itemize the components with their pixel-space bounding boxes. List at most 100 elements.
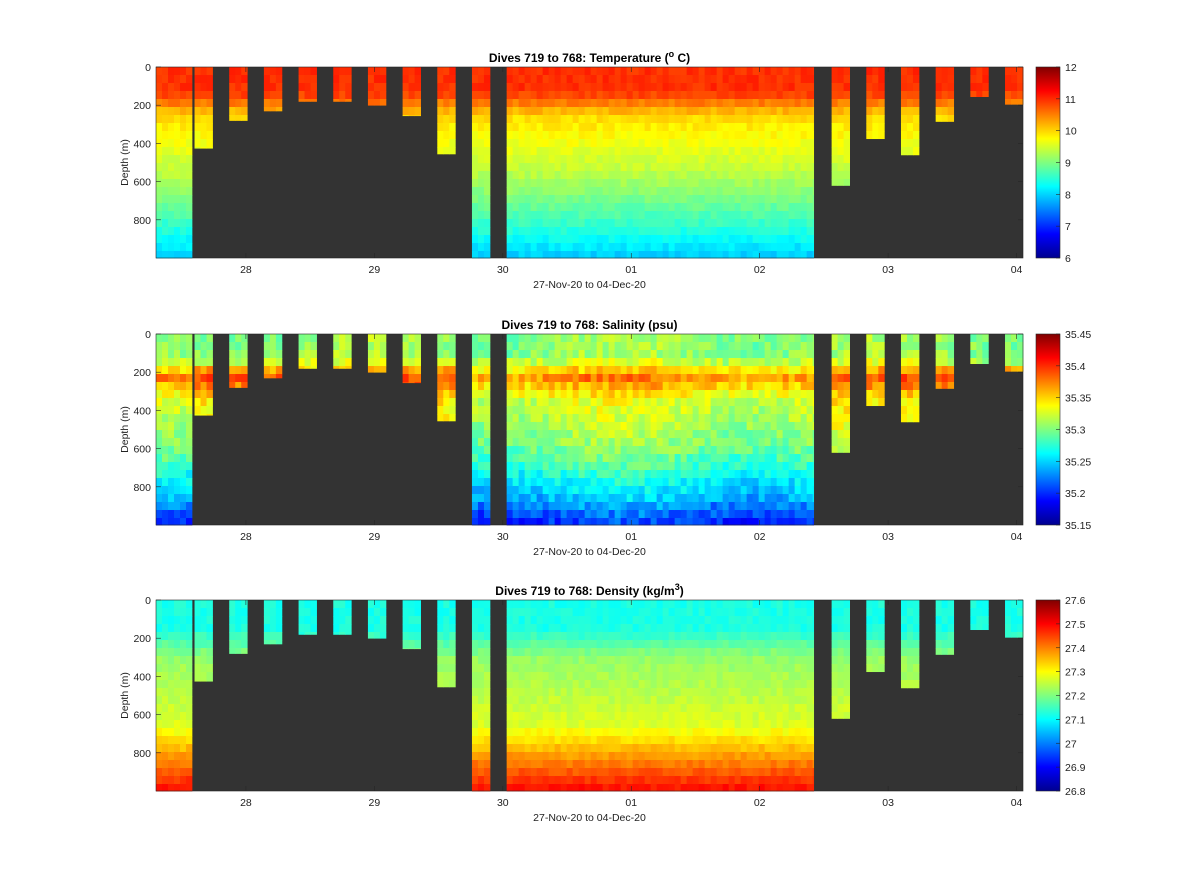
dive-profile (831, 67, 850, 186)
x-tick-label: 02 (754, 531, 766, 543)
colorbar-tick-label: 8 (1065, 189, 1071, 201)
colorbar-tick-label: 27.3 (1065, 667, 1086, 679)
colorbar-tick-label: 27.2 (1065, 691, 1086, 703)
colorbar: 35.45 35.4 35.35 35.3 35.25 35.2 35.15 (1035, 329, 1091, 532)
dive-profile (471, 600, 491, 792)
y-tick-label: 400 (133, 138, 151, 150)
dive-profile (437, 600, 456, 688)
colorbar: 27.6 27.5 27.4 27.3 27.2 27.1 27 26.9 26.8 (1035, 595, 1086, 798)
dive-profile (367, 334, 387, 373)
x-tick-label: 03 (882, 797, 894, 809)
axes-box (155, 66, 1024, 259)
colorbar-tick-label: 35.4 (1065, 361, 1086, 373)
x-tick-label: 02 (754, 264, 766, 276)
colorbar-tick-label: 10 (1065, 126, 1077, 138)
y-tick-label: 600 (133, 177, 151, 189)
dive-profile (229, 334, 248, 388)
y-tick-label: 0 (145, 329, 151, 341)
x-tick-label: 04 (1011, 797, 1023, 809)
dive-profile (935, 67, 955, 122)
dive-profile (194, 600, 213, 682)
colorbar-tick-label: 35.3 (1065, 425, 1086, 437)
dive-profile (156, 600, 193, 792)
colorbar-tick-label: 26.9 (1065, 762, 1086, 774)
dive-profile (367, 67, 387, 106)
y-tick-label: 600 (133, 710, 151, 722)
x-tick-label: 30 (497, 531, 509, 543)
y-tick-label: 0 (145, 62, 151, 74)
panel-salinity: 28 29 30 01 02 03 04 0 200 400 600 800 Dives 719 to … (119, 318, 1091, 558)
dive-profile (333, 334, 352, 369)
dive-profile (471, 334, 491, 526)
x-axis-label: 27-Nov-20 to 04-Dec-20 (533, 546, 646, 558)
panel-density: 28 29 30 01 02 03 04 0 200 400 600 800 Dives 719 to … (119, 582, 1086, 824)
dive-profile (298, 334, 317, 369)
dive-profile (402, 600, 421, 650)
x-tick-label: 30 (497, 264, 509, 276)
y-tick-label: 600 (133, 444, 151, 456)
dive-profile (437, 334, 456, 422)
x-tick-label: 01 (625, 531, 637, 543)
colorbar-tick-label: 6 (1065, 253, 1071, 265)
x-axis-label: 27-Nov-20 to 04-Dec-20 (533, 812, 646, 824)
y-axis-label: Depth (m) (119, 139, 131, 186)
x-tick-label: 01 (625, 797, 637, 809)
dive-profile (194, 67, 213, 149)
dive-profile (866, 600, 885, 673)
dive-profile (506, 67, 815, 259)
x-tick-label: 02 (754, 797, 766, 809)
x-tick-label: 03 (882, 531, 894, 543)
dive-profile (402, 67, 421, 117)
y-tick-label: 800 (133, 482, 151, 494)
colorbar-tick-label: 35.45 (1065, 329, 1091, 341)
dive-profile (263, 600, 283, 645)
x-tick-label: 28 (240, 797, 252, 809)
x-tick-label: 29 (369, 264, 381, 276)
chart-title: Dives 719 to 768: Temperature (o C) (489, 49, 690, 65)
dive-profile (866, 67, 885, 140)
dive-profile (970, 67, 989, 98)
y-axis-label: Depth (m) (119, 406, 131, 453)
dive-profile (1005, 67, 1024, 105)
y-tick-label: 200 (133, 633, 151, 645)
y-tick-label: 200 (133, 100, 151, 112)
dive-profile (402, 334, 421, 384)
x-tick-label: 28 (240, 264, 252, 276)
dive-profile (333, 67, 352, 102)
dive-profile (263, 334, 283, 379)
y-axis-label: Depth (m) (119, 672, 131, 719)
x-tick-label: 30 (497, 797, 509, 809)
dive-profile (506, 334, 815, 526)
x-axis-label: 27-Nov-20 to 04-Dec-20 (533, 279, 646, 291)
colorbar-tick-label: 9 (1065, 158, 1071, 170)
y-tick-label: 200 (133, 367, 151, 379)
colorbar-tick-label: 35.15 (1065, 520, 1091, 532)
colorbar-tick-label: 26.8 (1065, 786, 1086, 798)
dive-profile (156, 334, 193, 526)
colorbar-tick-label: 27.1 (1065, 714, 1086, 726)
dive-profile (970, 600, 989, 631)
y-tick-label: 400 (133, 671, 151, 683)
dive-profile (367, 600, 387, 639)
dive-profile (1005, 600, 1024, 638)
x-tick-label: 28 (240, 531, 252, 543)
y-tick-label: 0 (145, 595, 151, 607)
dive-profile (298, 600, 317, 635)
x-tick-label: 03 (882, 264, 894, 276)
dive-profile (437, 67, 456, 155)
dive-profile (263, 67, 283, 112)
dive-profile (935, 334, 955, 389)
axes-box (155, 333, 1024, 526)
chart-title: Dives 719 to 768: Salinity (psu) (501, 318, 677, 332)
y-tick-label: 400 (133, 405, 151, 417)
dive-profile (866, 334, 885, 407)
axes-box (155, 599, 1024, 792)
colorbar-tick-label: 35.25 (1065, 456, 1091, 468)
colorbar-tick-label: 35.35 (1065, 393, 1091, 405)
dive-profile (229, 67, 248, 121)
colorbar-tick-label: 27 (1065, 738, 1077, 750)
dive-profile (506, 600, 815, 792)
colorbar: 12 11 10 9 8 7 6 (1035, 62, 1077, 265)
x-tick-label: 29 (369, 531, 381, 543)
